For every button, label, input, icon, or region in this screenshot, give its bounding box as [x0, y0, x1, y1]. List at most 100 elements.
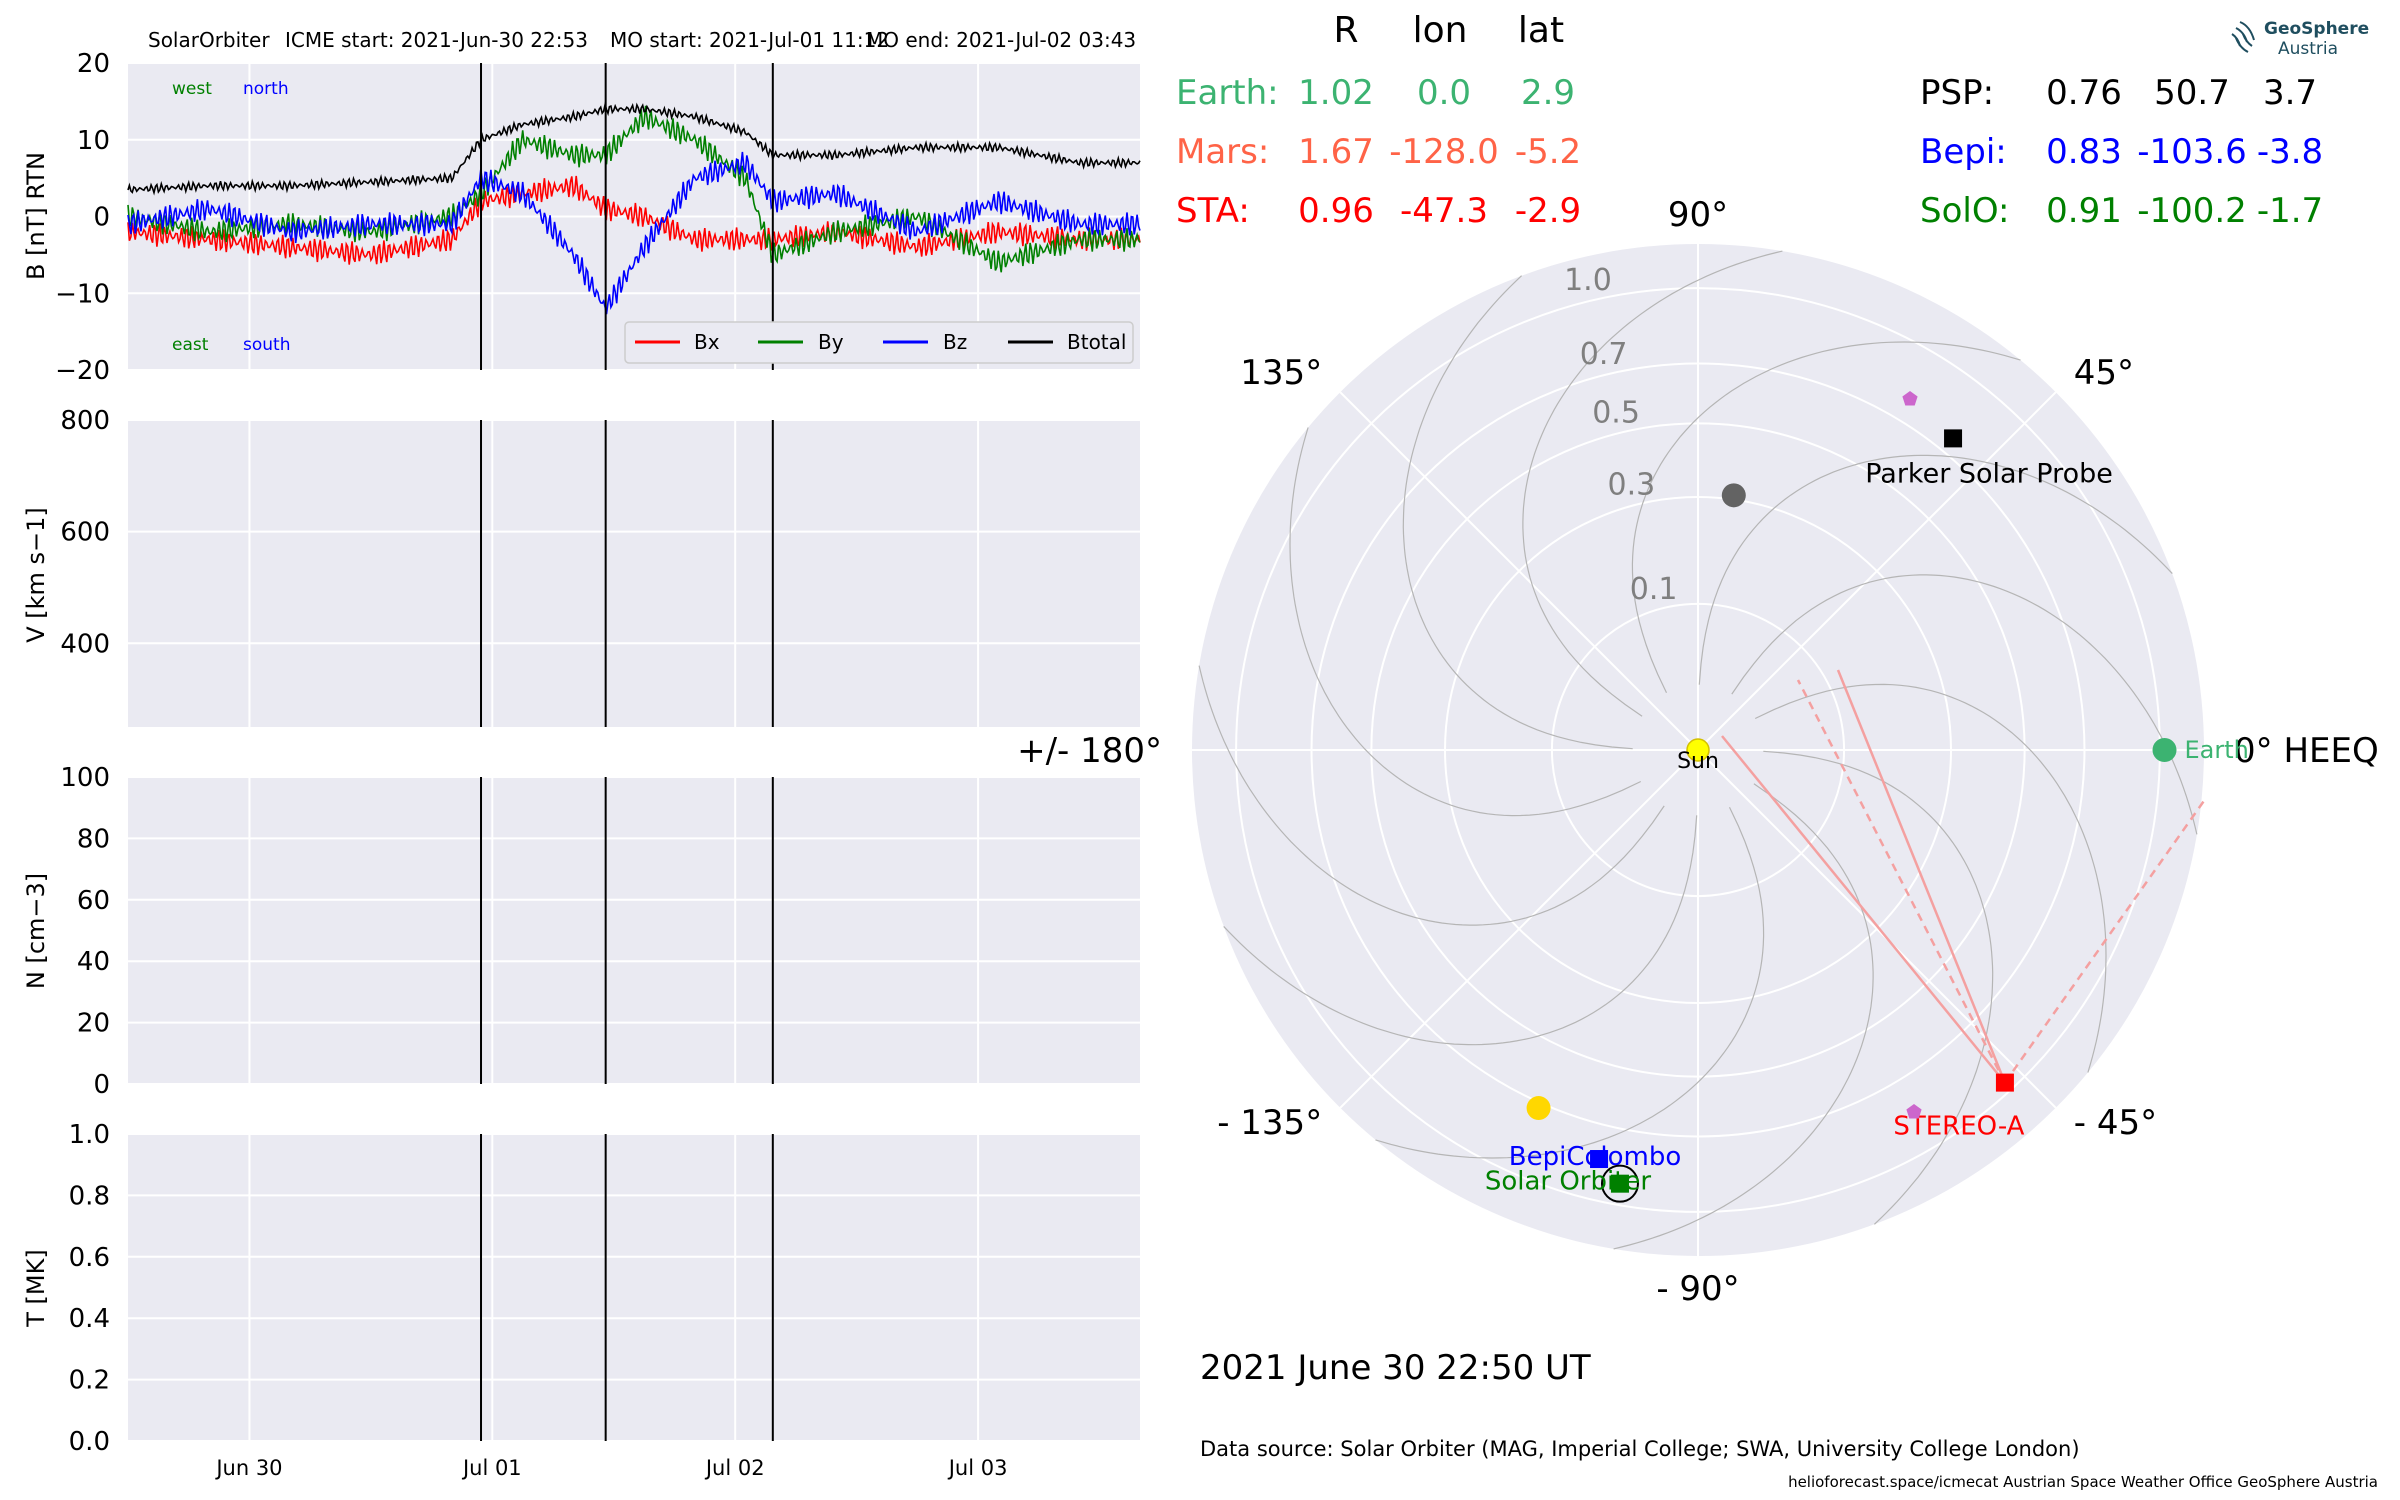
pentagon-marker: [1906, 1104, 1922, 1119]
earth-marker: [2152, 738, 2177, 762]
logo-mark-icon: [2231, 21, 2255, 53]
radial-label: 0.1: [1630, 572, 1678, 607]
parker-spiral-line: [1375, 806, 1765, 1159]
venus-marker: [1526, 1096, 1551, 1121]
ytick-label: 0.2: [69, 1366, 110, 1396]
legend-bz-label: Bz: [943, 330, 967, 354]
table-row-r: 0.96: [1298, 191, 1374, 231]
credits: helioforecast.space/icmecat Austrian Spa…: [1788, 1473, 2378, 1491]
polar-angle-labels: 90° 45° 0° HEEQ - 45° - 90° - 135° +/- 180° 135…: [1017, 195, 2379, 1309]
table-header-lat: lat: [1518, 10, 1564, 51]
ytick-label: 0: [93, 203, 110, 233]
parker-spiral-line: [1763, 750, 1994, 1225]
angle-label: - 135°: [1217, 1103, 1322, 1143]
table-row-lat: -3.8: [2257, 132, 2323, 172]
ytick-label: −10: [55, 279, 110, 309]
parker-spiral-line: [1631, 341, 2021, 694]
panel-velocity: 800 600 400 V [km s−1]: [22, 406, 1140, 727]
panel-n-ylabel: N [cm−3]: [22, 873, 50, 989]
sta-marker: [1995, 1073, 2014, 1092]
ytick-label: 100: [60, 763, 110, 793]
ytick-label: 20: [77, 49, 110, 79]
table-header-lon: lon: [1413, 10, 1468, 51]
panel-v-grid: [128, 419, 1140, 727]
radial-label: 1.0: [1564, 263, 1612, 298]
header-spacecraft: SolarOrbiter: [148, 28, 270, 52]
panel-b-yticks: 20 10 0 −10 −20: [55, 49, 110, 386]
parker-spiral-line: [1522, 250, 1783, 717]
legend-bx-label: Bx: [694, 330, 720, 354]
angle-label: - 90°: [1656, 1269, 1739, 1309]
parker-spiral-line: [1198, 665, 1665, 926]
panel-v-ylabel: V [km s−1]: [22, 507, 50, 643]
logo-line2: Austria: [2278, 39, 2338, 59]
header-icme-start: ICME start: 2021-Jun-30 22:53: [285, 28, 588, 52]
mercury-marker: [1721, 483, 1746, 508]
angle-label: 135°: [1240, 353, 1322, 393]
polar-radial-labels: 0.1 0.3 0.5 0.7 1.0: [1564, 263, 1677, 607]
panel-v-yticks: 800 600 400: [60, 406, 110, 659]
earth-label: Earth: [2185, 736, 2249, 764]
solo-marker: [1610, 1174, 1629, 1193]
ytick-label: 0.4: [69, 1304, 110, 1334]
panel-n-yticks: 100 80 60 40 20 0: [60, 763, 110, 1100]
stereo-a-fov-line: [1796, 679, 2007, 1084]
angle-label: - 45°: [2074, 1103, 2157, 1143]
ytick-label: 0: [93, 1070, 110, 1100]
solo-label: Solar Orbiter: [1485, 1167, 1652, 1197]
ytick-label: 0.6: [69, 1243, 110, 1273]
angle-grid-line: [1697, 391, 2057, 751]
panel-t-background: [128, 1134, 1140, 1441]
angle-label: 0° HEEQ: [2234, 731, 2379, 771]
geosphere-logo: GeoSphere Austria: [2231, 19, 2369, 59]
parker-spiral-line: [1754, 683, 2107, 1073]
ytick-label: 40: [77, 947, 110, 977]
psp-marker: [1944, 429, 1963, 448]
legend-by-label: By: [818, 330, 844, 354]
table-row-r: 0.83: [2046, 132, 2122, 172]
ytick-label: 60: [77, 886, 110, 916]
angle-grid-line: [1339, 749, 1699, 1109]
panel-b-ylabel: B [nT] RTN: [22, 152, 50, 280]
bepi-marker: [1590, 1150, 1609, 1169]
stereo-a-fov-line: [2003, 797, 2208, 1084]
table-row-lat: 3.7: [2263, 73, 2317, 113]
panel-t-event-lines: [480, 1134, 774, 1441]
series-by-line: [127, 105, 1141, 273]
table-row-name: Bepi:: [1920, 132, 2007, 172]
bepi-label: BepiColombo: [1509, 1142, 1682, 1172]
parker-spiral-line: [1698, 454, 2173, 685]
table-row-lon: 0.0: [1417, 73, 1471, 113]
label-west: west: [172, 79, 212, 99]
panel-b-grid: [128, 62, 1140, 371]
table-row-name: PSP:: [1920, 73, 1994, 113]
ytick-label: 80: [77, 824, 110, 854]
header-mo-start: MO start: 2021-Jul-01 11:12: [610, 28, 889, 52]
table-row-name: SolO:: [1920, 191, 2009, 231]
ytick-label: 10: [77, 126, 110, 156]
pentagon-marker: [1902, 391, 1918, 406]
table-rows: Earth: 1.02 0.0 2.9 Mars: 1.67 -128.0 -5.2 STA: 0…: [1176, 73, 2323, 231]
table-row-r: 0.91: [2046, 191, 2122, 231]
ytick-label: 0.0: [69, 1427, 110, 1457]
table-row-lon: -100.2: [2137, 191, 2247, 231]
table-row-r: 0.76: [2046, 73, 2122, 113]
data-source: Data source: Solar Orbiter (MAG, Imperia…: [1200, 1437, 2080, 1461]
table-row-lon: 50.7: [2154, 73, 2230, 113]
series-bx-line: [127, 175, 1141, 265]
xtick-label: Jul 03: [947, 1456, 1008, 1480]
parker-spiral-line: [1731, 574, 2198, 835]
radial-label: 0.3: [1608, 468, 1656, 503]
xtick-label: Jun 30: [214, 1456, 282, 1480]
stereo-a-fov-line: [1721, 735, 2006, 1084]
panel-v-event-lines: [480, 420, 774, 727]
legend-btotal-label: Btotal: [1067, 330, 1126, 354]
radial-label: 0.7: [1580, 337, 1628, 372]
parker-spiral-line: [1613, 783, 1874, 1250]
series-bz-line: [127, 151, 1141, 315]
panel-v-background: [128, 420, 1140, 727]
panel-b-event-lines: [480, 63, 774, 370]
stereo-a-lines: [1721, 669, 2208, 1084]
panel-b-series: [127, 101, 1141, 315]
